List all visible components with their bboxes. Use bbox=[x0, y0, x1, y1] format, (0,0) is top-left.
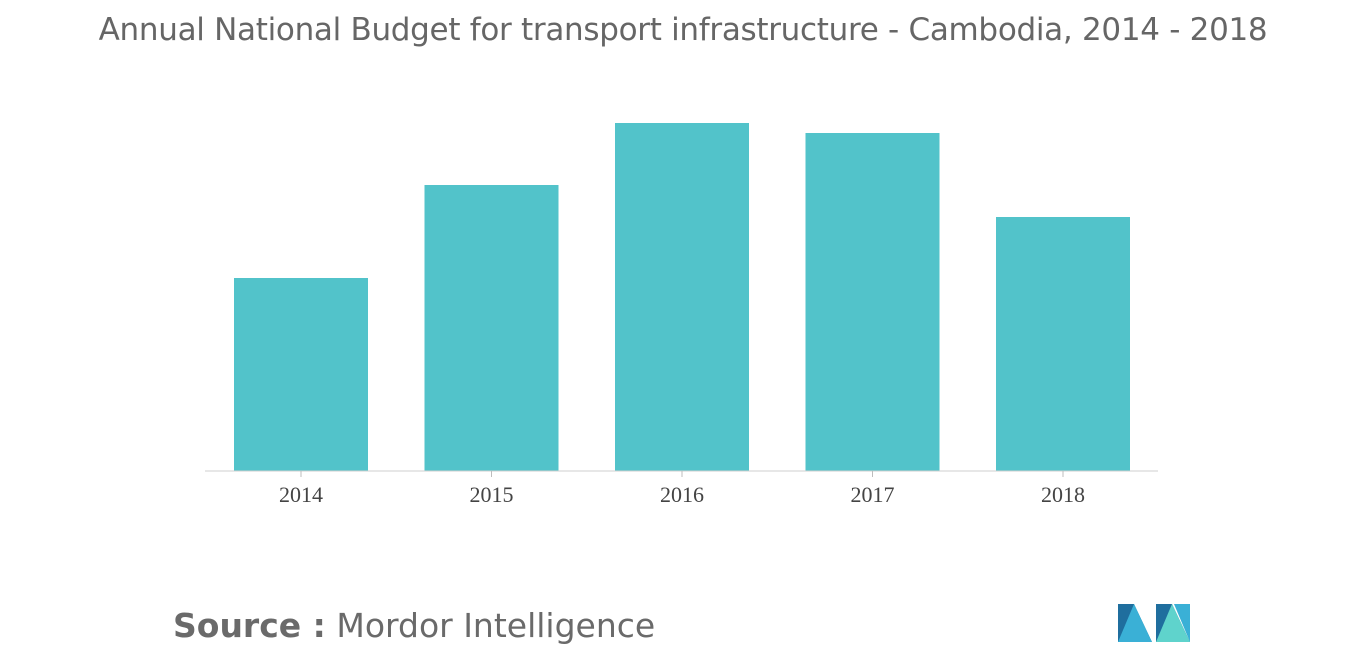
bar-2018 bbox=[996, 217, 1130, 471]
bar-2015 bbox=[424, 185, 559, 471]
x-tick-label-2018: 2018 bbox=[1041, 482, 1085, 507]
chart-title: Annual National Budget for transport inf… bbox=[98, 12, 1268, 48]
bars-group bbox=[234, 123, 1130, 471]
x-tick-label-2015: 2015 bbox=[470, 482, 514, 507]
source-value: Mordor Intelligence bbox=[336, 606, 656, 645]
source-note: Source : Mordor Intelligence bbox=[173, 606, 655, 645]
mordor-intelligence-logo-icon bbox=[1118, 604, 1190, 642]
bar-2017 bbox=[805, 133, 940, 471]
x-tick-label-2014: 2014 bbox=[279, 482, 323, 507]
bar-2016 bbox=[615, 123, 749, 471]
x-tick-label-2017: 2017 bbox=[851, 482, 895, 507]
bar-2014 bbox=[234, 278, 368, 471]
x-tick-label-2016: 2016 bbox=[660, 482, 704, 507]
x-ticks-group: 2014 2015 2016 2017 2018 bbox=[279, 471, 1085, 507]
source-label: Source : bbox=[173, 606, 326, 645]
